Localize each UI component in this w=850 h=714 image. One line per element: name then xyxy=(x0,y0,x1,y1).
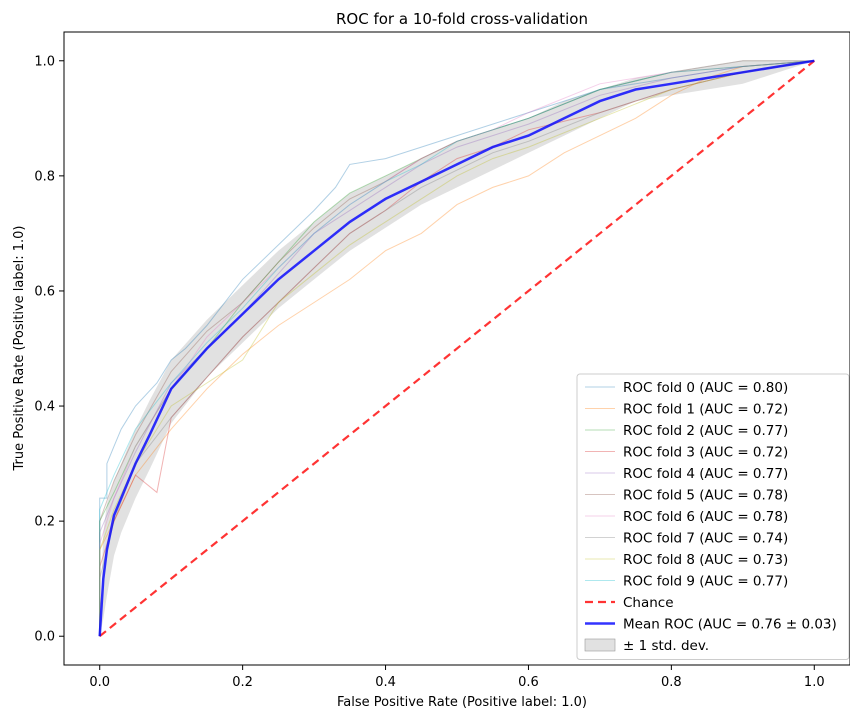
y-tick-label: 0.2 xyxy=(34,515,55,530)
x-tick-label: 0.6 xyxy=(518,675,539,690)
y-tick-label: 0.6 xyxy=(34,284,55,299)
plot-area xyxy=(98,59,815,638)
y-axis-title: True Positive Rate (Positive label: 1.0) xyxy=(12,226,27,472)
roc-fold-line xyxy=(99,60,815,637)
x-tick-label: 0.0 xyxy=(89,675,110,690)
x-tick-label: 0.4 xyxy=(375,675,396,690)
legend-label: ± 1 std. dev. xyxy=(623,638,709,654)
chart-title: ROC for a 10-fold cross-validation xyxy=(336,10,588,28)
y-tick-label: 0.0 xyxy=(34,630,55,645)
roc-fold-line xyxy=(99,60,815,637)
legend-swatch xyxy=(584,638,616,652)
x-tick-label: 0.2 xyxy=(232,675,253,690)
plot-frame xyxy=(63,31,850,666)
chance-line xyxy=(99,59,815,638)
roc-fold-line xyxy=(99,60,815,637)
y-tick-label: 0.8 xyxy=(34,169,55,184)
legend-label: ROC fold 2 (AUC = 0.77) xyxy=(623,423,788,439)
y-tick-label: 0.4 xyxy=(34,400,55,415)
legend-box xyxy=(576,373,850,660)
roc-fold-line xyxy=(99,60,815,637)
legend-label: Chance xyxy=(623,595,674,611)
legend-label: ROC fold 5 (AUC = 0.78) xyxy=(623,488,788,504)
legend: ROC fold 0 (AUC = 0.80) ROC fold 1 (AUC =… xyxy=(576,373,850,660)
legend-label: ROC fold 7 (AUC = 0.74) xyxy=(623,531,788,547)
roc-fold-line xyxy=(99,60,815,637)
legend-label: ROC fold 4 (AUC = 0.77) xyxy=(623,466,788,482)
legend-label: ROC fold 8 (AUC = 0.73) xyxy=(623,552,788,568)
x-tick-label: 1.0 xyxy=(804,675,825,690)
legend-label: Mean ROC (AUC = 0.76 ± 0.03) xyxy=(623,617,837,633)
x-tick-label: 0.8 xyxy=(661,675,682,690)
std-dev-band xyxy=(99,60,815,637)
roc-fold-line xyxy=(99,60,815,637)
legend-label: ROC fold 1 (AUC = 0.72) xyxy=(623,402,788,418)
legend-label: ROC fold 9 (AUC = 0.77) xyxy=(623,574,788,590)
roc-fold-line xyxy=(99,60,815,637)
legend-label: ROC fold 6 (AUC = 0.78) xyxy=(623,509,788,525)
legend-label: ROC fold 0 (AUC = 0.80) xyxy=(623,380,788,396)
roc-fold-line xyxy=(99,60,815,637)
axes: 0.0 0.2 0.4 0.6 0.8 1.0 0.0 0.2 0.4 0.6 0.8 1.0 xyxy=(34,54,824,690)
y-tick-label: 1.0 xyxy=(34,54,55,69)
x-axis-title: False Positive Rate (Positive label: 1.0… xyxy=(337,695,587,710)
legend-label: ROC fold 3 (AUC = 0.72) xyxy=(623,445,788,461)
mean-roc-line xyxy=(98,59,815,637)
